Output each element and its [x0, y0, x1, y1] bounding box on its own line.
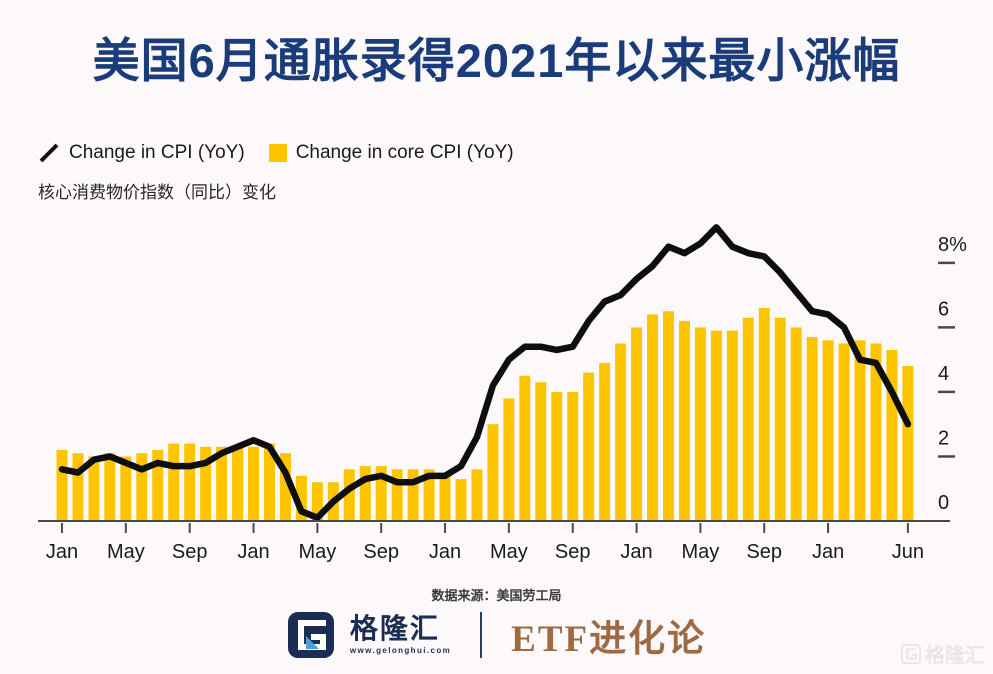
svg-text:Sep: Sep	[172, 541, 208, 563]
footer-brand: 格隆汇 www.gelonghui.com ETF进化论	[0, 610, 993, 660]
svg-text:2: 2	[938, 427, 949, 449]
legend-item-core-cpi-bar: Change in core CPI (YoY)	[268, 142, 514, 164]
partner-logo-text: ETF进化论	[511, 619, 707, 660]
svg-text:Jan: Jan	[46, 541, 78, 563]
legend-bar-label: Change in core CPI (YoY)	[295, 142, 514, 163]
line-series-icon	[39, 143, 59, 163]
svg-text:May: May	[490, 541, 528, 563]
svg-text:Jan: Jan	[620, 541, 652, 563]
svg-text:Sep: Sep	[555, 541, 591, 563]
svg-text:Jan: Jan	[237, 541, 269, 563]
svg-text:6: 6	[938, 298, 949, 320]
svg-text:Sep: Sep	[746, 541, 782, 563]
gelonghui-logo-icon	[287, 612, 334, 658]
svg-text:Sep: Sep	[363, 541, 399, 563]
data-source: 数据来源：美国劳工局	[431, 588, 562, 603]
brand-divider	[480, 612, 483, 658]
svg-text:May: May	[107, 541, 145, 563]
svg-text:Jan: Jan	[429, 541, 461, 563]
legend-item-cpi-line: Change in CPI (YoY)	[38, 142, 245, 164]
cpi-chart: Jan May Sep Jan May Sep Jan May Sep Jan May Sep Jan J…	[38, 224, 967, 563]
svg-text:8%: 8%	[938, 234, 967, 256]
watermark-text: 格隆汇	[925, 645, 985, 667]
brand-text-block: 格隆汇 www.gelonghui.com	[350, 615, 451, 655]
page-title: 美国6月通胀录得2021年以来最小涨幅	[92, 34, 901, 87]
brand-name: 格隆汇	[349, 613, 440, 644]
brand-url: www.gelonghui.com	[349, 646, 452, 655]
watermark-logo-icon	[901, 643, 921, 664]
chart-subtitle: 核心消费物价指数（同比）变化	[38, 183, 276, 202]
svg-text:Jun: Jun	[892, 541, 924, 563]
svg-text:May: May	[682, 541, 720, 563]
watermark: 格隆汇	[901, 639, 985, 668]
svg-text:May: May	[298, 541, 336, 563]
legend-line-label: Change in CPI (YoY)	[69, 142, 245, 163]
svg-text:4: 4	[938, 363, 949, 385]
svg-text:0: 0	[938, 492, 949, 514]
chart-legend: Change in CPI (YoY) Change in core CPI (…	[38, 142, 514, 164]
bar-series-icon	[268, 144, 287, 162]
svg-text:Jan: Jan	[812, 541, 844, 563]
